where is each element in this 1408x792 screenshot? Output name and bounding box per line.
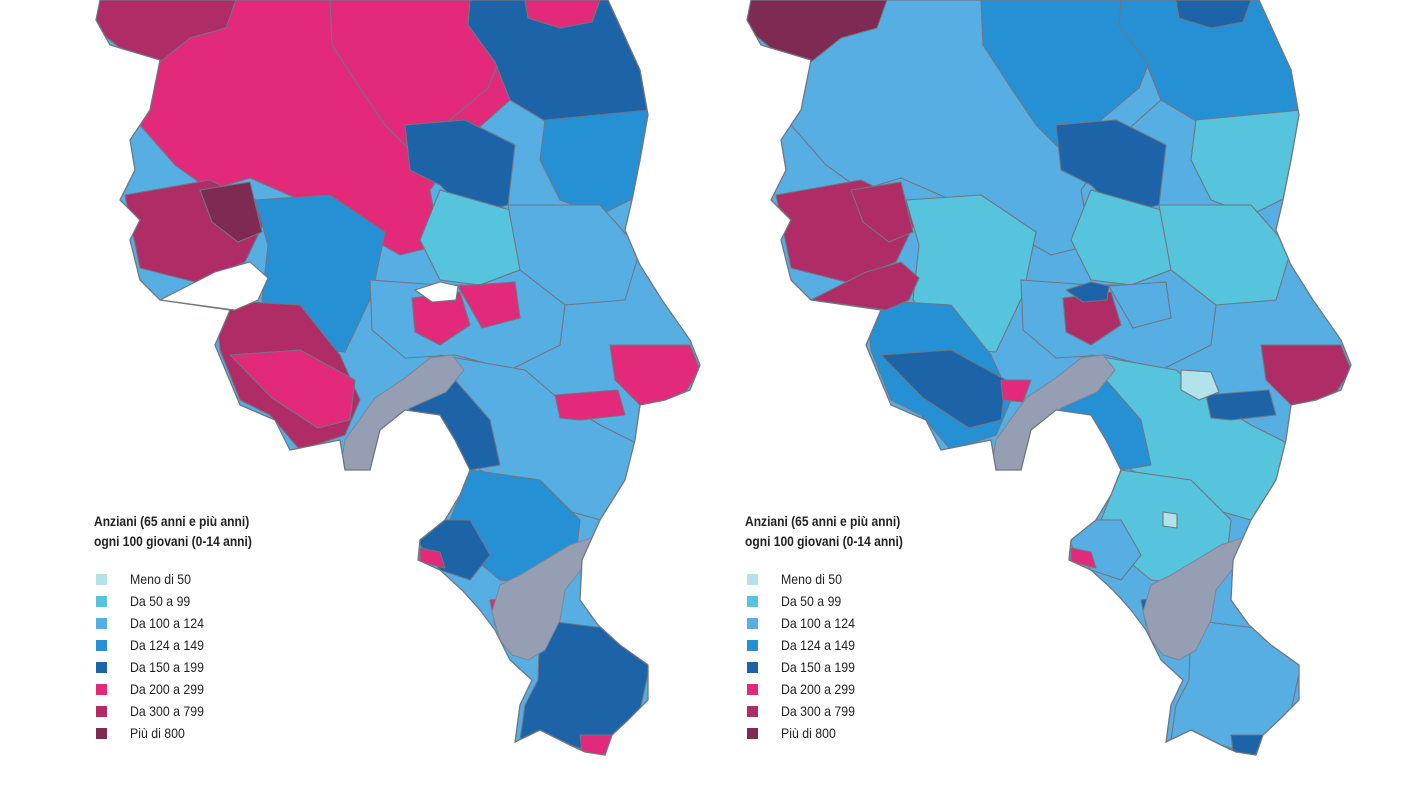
region-east-c [1205, 389, 1277, 421]
legend-label: Da 100 a 124 [130, 615, 204, 631]
legend-title-line2: ogni 100 giovani (0-14 anni) [94, 533, 252, 549]
legend-title-line1: Anziani (65 anni e più anni) [94, 513, 250, 529]
legend-list: Meno di 50 Da 50 a 99 Da 100 a 124 Da 12… [94, 568, 354, 744]
legend-item: Da 150 a 199 [94, 656, 354, 678]
legend-right: Anziani (65 anni e più anni) ogni 100 gi… [745, 511, 1005, 744]
legend-swatch [747, 661, 758, 673]
legend-item: Meno di 50 [94, 568, 354, 590]
legend-item: Da 124 a 149 [94, 634, 354, 656]
legend-item: Da 300 a 799 [94, 700, 354, 722]
legend-swatch [96, 573, 107, 585]
legend-item: Da 300 a 799 [745, 700, 1005, 722]
legend-item: Più di 800 [94, 722, 354, 744]
legend-item: Da 124 a 149 [745, 634, 1005, 656]
legend-swatch [96, 661, 107, 673]
legend-label: Da 124 a 149 [781, 637, 855, 653]
legend-item: Da 150 a 199 [745, 656, 1005, 678]
region-east-c [554, 389, 626, 421]
legend-title: Anziani (65 anni e più anni) ogni 100 gi… [94, 511, 318, 551]
region-lowest-class [1180, 369, 1220, 401]
legend-label: Da 150 a 199 [781, 659, 855, 675]
legend-item: Più di 800 [745, 722, 1005, 744]
legend-swatch [96, 683, 107, 695]
legend-swatch [96, 595, 107, 607]
legend-item: Da 50 a 99 [94, 590, 354, 612]
legend-item: Da 50 a 99 [745, 590, 1005, 612]
legend-swatch [747, 573, 758, 585]
legend-label: Da 100 a 124 [781, 615, 855, 631]
legend-swatch [747, 705, 758, 717]
legend-label: Da 150 a 199 [130, 659, 204, 675]
legend-swatch [747, 727, 758, 739]
legend-label: Da 50 a 99 [130, 593, 191, 609]
legend-swatch [747, 595, 758, 607]
legend-label: Da 200 a 299 [781, 681, 855, 697]
legend-item: Meno di 50 [745, 568, 1005, 590]
legend-label: Da 200 a 299 [130, 681, 204, 697]
legend-label: Da 50 a 99 [781, 593, 842, 609]
legend-item: Da 200 a 299 [94, 678, 354, 700]
legend-label: Più di 800 [781, 725, 836, 741]
legend-item: Da 100 a 124 [94, 612, 354, 634]
legend-swatch [747, 639, 758, 651]
region-lowest-class [1162, 511, 1178, 529]
legend-item: Da 200 a 299 [745, 678, 1005, 700]
legend-label: Meno di 50 [130, 571, 191, 587]
legend-title-line2: ogni 100 giovani (0-14 anni) [745, 533, 903, 549]
legend-label: Da 300 a 799 [781, 703, 855, 719]
legend-label: Meno di 50 [781, 571, 842, 587]
legend-label: Da 300 a 799 [130, 703, 204, 719]
legend-left: Anziani (65 anni e più anni) ogni 100 gi… [94, 511, 354, 744]
legend-swatch [96, 727, 107, 739]
legend-swatch [96, 705, 107, 717]
legend-title-line1: Anziani (65 anni e più anni) [745, 513, 901, 529]
legend-swatch [96, 639, 107, 651]
legend-list: Meno di 50 Da 50 a 99 Da 100 a 124 Da 12… [745, 568, 1005, 744]
legend-title: Anziani (65 anni e più anni) ogni 100 gi… [745, 511, 969, 551]
legend-item: Da 100 a 124 [745, 612, 1005, 634]
legend-swatch [747, 617, 758, 629]
legend-swatch [747, 683, 758, 695]
legend-label: Da 124 a 149 [130, 637, 204, 653]
legend-swatch [96, 617, 107, 629]
legend-label: Più di 800 [130, 725, 185, 741]
